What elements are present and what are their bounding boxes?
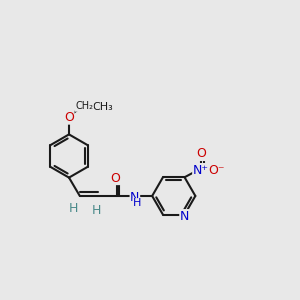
Text: N⁺: N⁺: [193, 164, 209, 177]
Text: CH₃: CH₃: [92, 102, 113, 112]
Text: O: O: [196, 147, 206, 161]
Text: N: N: [130, 191, 140, 204]
Text: H: H: [69, 202, 78, 215]
Text: O: O: [110, 172, 120, 184]
Text: H: H: [133, 199, 142, 208]
Text: CH₂: CH₂: [75, 101, 93, 111]
Text: O: O: [64, 111, 74, 124]
Text: O⁻: O⁻: [209, 164, 225, 177]
Text: N: N: [180, 210, 189, 223]
Text: H: H: [91, 204, 101, 217]
